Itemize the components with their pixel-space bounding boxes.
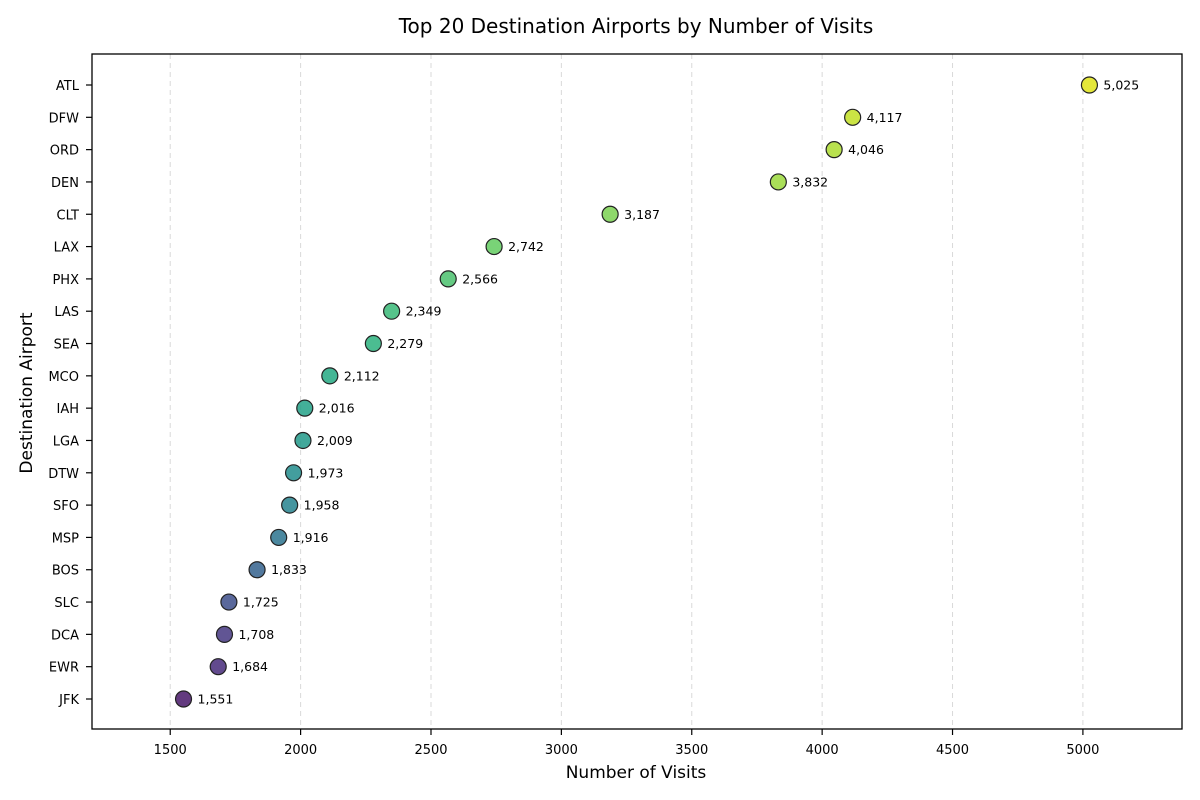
y-tick-label-ewr: EWR [49,661,79,676]
data-points [174,76,1099,708]
y-tick-label-atl: ATL [56,79,80,94]
data-label-bos: 1,833 [271,562,307,577]
data-label-ewr: 1,684 [232,659,268,674]
data-label-sfo: 1,958 [304,498,340,513]
y-tick-label-slc: SLC [54,596,79,611]
y-tick-label-ord: ORD [50,144,79,159]
y-tick-label-jfk: JFK [58,693,79,708]
data-point-slc [220,593,238,611]
data-point-lax [485,237,503,256]
y-tick-label-dtw: DTW [48,467,79,482]
chart-title: Top 20 Destination Airports by Number of… [398,14,874,38]
x-tick-label: 5000 [1066,743,1099,758]
x-tick-label: 1500 [154,743,187,758]
data-point-dtw [284,464,303,482]
data-label-den: 3,832 [792,174,828,189]
data-label-iah: 2,016 [319,401,355,416]
data-point-sfo [281,496,299,514]
x-axis-ticks: 1500 2000 2500 3000 3500 4000 4500 5000 [154,729,1099,758]
data-point-den [769,173,787,191]
data-label-dtw: 1,973 [308,465,344,480]
data-point-lga [294,431,312,450]
data-label-sea: 2,279 [387,336,423,351]
y-axis-label: Destination Airport [17,312,37,473]
data-label-atl: 5,025 [1103,78,1139,93]
data-labels: 5,025 4,117 4,046 3,832 3,187 2,742 2,566 2,349… [198,78,1140,707]
data-label-dfw: 4,117 [867,110,903,125]
x-tick-label: 4500 [936,743,969,758]
data-point-bos [248,561,266,579]
y-tick-label-lax: LAX [54,241,79,256]
data-point-atl [1080,76,1099,94]
data-point-clt [601,205,619,223]
x-tick-label: 3000 [545,743,578,758]
data-label-slc: 1,725 [243,595,279,610]
data-label-lax: 2,742 [508,239,544,254]
y-tick-label-dfw: DFW [49,111,79,126]
y-tick-label-lga: LGA [53,434,79,449]
y-axis-ticks: ATL DFW ORD DEN CLT LAX PHX LAS SEA MCO IAH LGA DTW S… [48,79,92,708]
y-tick-label-den: DEN [51,176,79,191]
data-point-mco [321,367,339,385]
y-tick-label-phx: PHX [52,273,79,288]
y-tick-label-mco: MCO [48,370,79,385]
data-point-jfk [174,690,193,708]
x-tick-label: 3500 [675,743,708,758]
data-point-ewr [209,658,227,676]
data-point-dca [215,625,234,643]
x-tick-label: 2000 [284,743,317,758]
data-point-iah [296,399,314,417]
y-tick-label-clt: CLT [57,208,80,223]
data-point-phx [439,270,457,288]
y-tick-label-dca: DCA [51,628,79,643]
data-label-phx: 2,566 [462,271,498,286]
y-tick-label-las: LAS [54,305,79,320]
y-tick-label-sfo: SFO [53,499,79,514]
x-tick-label: 4000 [806,743,839,758]
data-point-dfw [844,108,862,126]
data-label-jfk: 1,551 [198,692,234,707]
data-label-lga: 2,009 [317,433,353,448]
y-tick-label-msp: MSP [52,531,79,546]
y-tick-label-sea: SEA [54,338,79,353]
data-point-sea [364,334,382,353]
grid-lines [169,54,1084,729]
y-tick-label-bos: BOS [52,564,79,579]
data-point-msp [270,528,288,547]
data-label-las: 2,349 [406,304,442,319]
data-label-msp: 1,916 [293,530,329,545]
y-tick-label-iah: IAH [56,402,79,417]
data-label-ord: 4,046 [848,142,884,157]
x-tick-label: 2500 [414,743,447,758]
data-point-las [383,302,401,320]
data-label-dca: 1,708 [238,627,274,642]
data-point-ord [825,141,843,159]
x-axis-label: Number of Visits [566,763,707,783]
data-label-mco: 2,112 [344,368,380,383]
plot-area-frame [91,53,1183,730]
data-label-clt: 3,187 [624,207,660,222]
